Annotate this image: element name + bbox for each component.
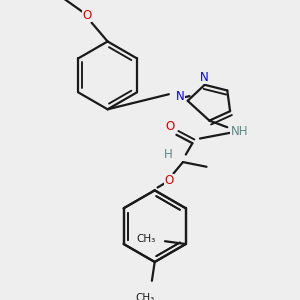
Text: CH₃: CH₃: [136, 234, 156, 244]
Text: O: O: [82, 9, 92, 22]
Text: O: O: [164, 174, 173, 188]
Text: N: N: [200, 71, 209, 84]
Text: CH₃: CH₃: [136, 293, 155, 300]
Text: N: N: [176, 90, 184, 103]
Text: O: O: [165, 120, 174, 133]
Text: H: H: [164, 148, 172, 161]
Text: NH: NH: [231, 125, 248, 138]
